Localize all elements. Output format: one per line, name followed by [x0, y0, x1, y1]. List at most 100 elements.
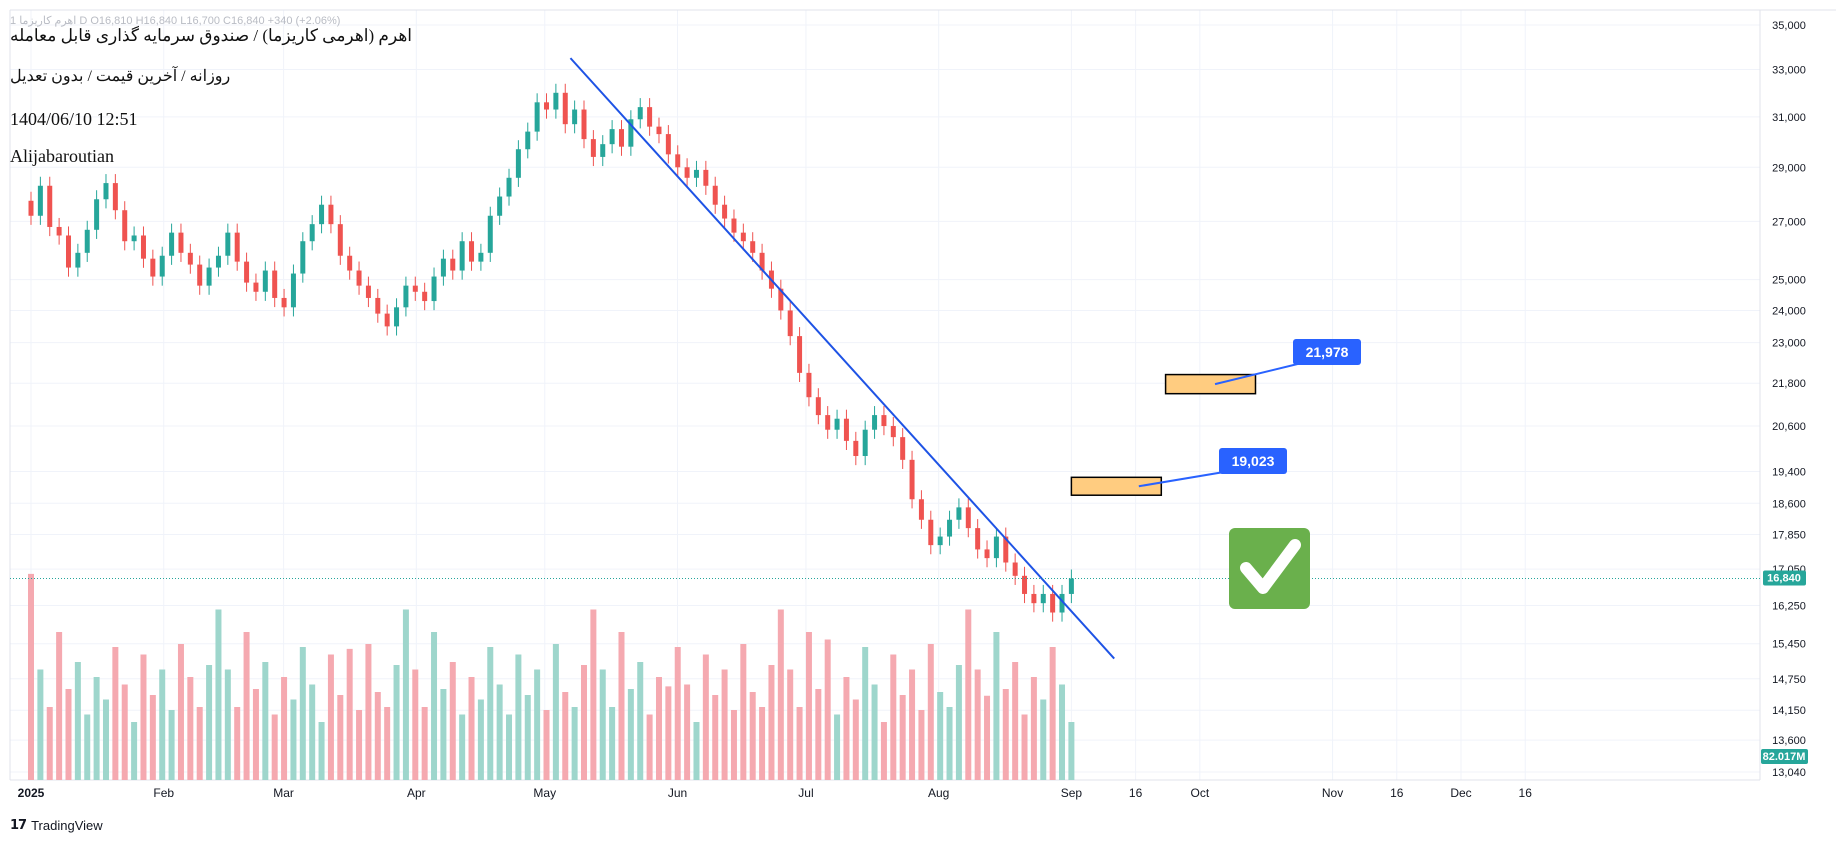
- volume-bar: [412, 669, 419, 780]
- volume-bar: [206, 665, 213, 780]
- candle-body: [497, 196, 503, 216]
- volume-bar: [899, 695, 906, 780]
- candle-body: [197, 264, 203, 286]
- price-axis: 35,000 33,000 31,000 29,000 27,000 25,000 24,0…: [1772, 20, 1806, 779]
- candle-body: [1068, 578, 1074, 594]
- time-tick-label: Apr: [407, 786, 426, 800]
- volume-bar: [993, 632, 1000, 780]
- volume-bar: [843, 677, 850, 780]
- last-price-badge: 16,840: [1763, 570, 1806, 586]
- volume-bar: [365, 644, 372, 780]
- volume-bar: [309, 684, 316, 780]
- volume-bar: [449, 662, 456, 780]
- volume-bar: [515, 654, 522, 780]
- downtrend-line[interactable]: [569, 57, 1115, 660]
- time-tick-label: Sep: [1061, 786, 1083, 800]
- candle-body: [187, 252, 193, 265]
- tradingview-brand[interactable]: 𝟭𝟳 TradingView: [10, 817, 103, 833]
- volume-bar: [552, 644, 559, 780]
- candle-body: [1022, 575, 1028, 594]
- price-tick-label: 27,000: [1772, 216, 1806, 228]
- candle-body: [797, 336, 803, 373]
- volume-bar: [421, 707, 428, 780]
- time-tick-label: Oct: [1190, 786, 1209, 800]
- volume-bar: [74, 662, 81, 780]
- volume-bar: [112, 647, 119, 780]
- price-tick-label: 18,600: [1772, 498, 1806, 510]
- volume-bar: [955, 665, 962, 780]
- candle-body: [684, 167, 690, 178]
- target-zone-1[interactable]: [1070, 476, 1163, 496]
- candle-body: [225, 232, 231, 256]
- candle-body: [618, 129, 624, 147]
- candle-body: [525, 131, 531, 150]
- candle-body: [94, 199, 100, 230]
- volume-bar: [749, 692, 756, 780]
- candle-body: [431, 276, 437, 302]
- volume-bar: [562, 692, 569, 780]
- volume-bar: [149, 695, 156, 780]
- volume-bar: [337, 695, 344, 780]
- candle-body: [290, 273, 296, 308]
- volume-bar: [937, 692, 944, 780]
- candle-body: [825, 415, 831, 430]
- target-1-label[interactable]: 19,023: [1219, 448, 1287, 474]
- volume-bar: [487, 647, 494, 780]
- tradingview-logo-icon: 𝟭𝟳: [10, 817, 27, 832]
- volume-bar: [618, 632, 625, 780]
- candle-body: [131, 235, 137, 242]
- target-1-text: 19,023: [1232, 453, 1275, 469]
- volume-bar: [834, 714, 841, 780]
- last-price-value: 16,840: [1767, 573, 1801, 585]
- candle-body: [272, 270, 278, 298]
- candle-body: [778, 288, 784, 311]
- candle-body: [609, 129, 615, 145]
- volume-value: 82.017M: [1763, 751, 1806, 763]
- target-2-label[interactable]: 21,978: [1293, 339, 1361, 365]
- volume-bar: [674, 647, 681, 780]
- volume-bar: [327, 654, 334, 780]
- candle-body: [112, 183, 118, 211]
- candle-body: [375, 297, 381, 314]
- candle-body: [84, 229, 90, 253]
- volume-bar: [187, 677, 194, 780]
- candle-body: [693, 169, 699, 178]
- candle-body: [65, 235, 71, 268]
- volume-bar: [777, 609, 784, 780]
- volume-bar: [346, 648, 353, 780]
- volume-bar: [65, 689, 72, 780]
- candle-body: [553, 92, 559, 110]
- candle-body: [1059, 593, 1065, 613]
- volume-bar: [702, 654, 709, 780]
- time-tick-label: Feb: [153, 786, 174, 800]
- chart-subtitle: روزانه / آخرین قیمت / بدون تعدیل: [10, 68, 231, 85]
- candle-body: [234, 232, 240, 262]
- volume-bar: [393, 665, 400, 780]
- candle-body: [150, 258, 156, 277]
- volume-bar: [459, 714, 466, 780]
- candle-body: [759, 252, 765, 271]
- volume-bar: [730, 710, 737, 780]
- target-2-pointer: [1214, 360, 1311, 386]
- candle-body: [309, 224, 315, 242]
- candle-body: [47, 185, 53, 227]
- volume-bar: [431, 632, 438, 780]
- candle-body: [675, 154, 681, 168]
- candle-body: [140, 235, 146, 259]
- volume-bar: [37, 669, 44, 780]
- candle-body: [572, 109, 578, 125]
- candle-body: [562, 92, 568, 125]
- volume-bar: [318, 722, 325, 780]
- volume-bar: [974, 669, 981, 780]
- candle-body: [900, 437, 906, 460]
- time-tick-label: Aug: [928, 786, 949, 800]
- candle-body: [403, 285, 409, 308]
- volume-bar: [609, 707, 616, 780]
- candle-body: [103, 183, 109, 200]
- candle-body: [956, 507, 962, 520]
- volume-badge: 82.017M: [1761, 749, 1808, 764]
- candle-body: [37, 185, 43, 216]
- candle-body: [937, 536, 943, 546]
- volume-bar: [131, 722, 138, 780]
